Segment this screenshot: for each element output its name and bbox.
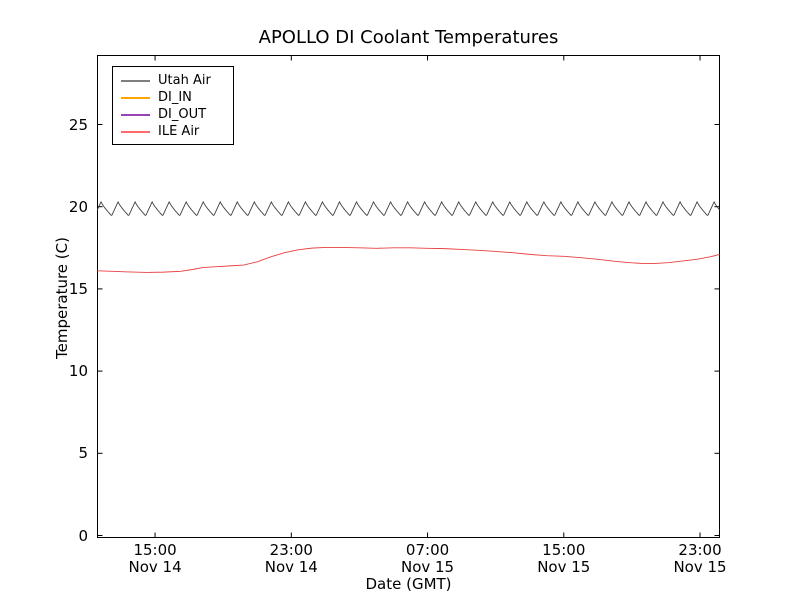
legend-line-utah-air-icon <box>121 79 150 82</box>
legend-item-di-in: DI_IN <box>113 89 233 106</box>
legend-label: DI_IN <box>158 90 192 105</box>
x-tick-time: 23:00 <box>269 541 313 559</box>
x-tick-label: 15:00 Nov 14 <box>110 542 200 576</box>
legend-item-utah-air: Utah Air <box>113 72 233 89</box>
y-tick-label: 10 <box>68 362 88 381</box>
y-tick-label: 20 <box>68 197 88 216</box>
x-tick-date: Nov 14 <box>264 558 318 576</box>
x-tick-time: 23:00 <box>678 541 722 559</box>
x-tick-label: 15:00 Nov 15 <box>519 542 609 576</box>
x-tick-time: 15:00 <box>133 541 177 559</box>
y-tick-label: 0 <box>78 526 88 545</box>
x-tick-time: 15:00 <box>542 541 586 559</box>
legend-line-ile-air-icon <box>121 130 150 133</box>
x-tick-label: 23:00 Nov 15 <box>655 542 745 576</box>
legend-item-ile-air: ILE Air <box>113 123 233 140</box>
x-tick-date: Nov 15 <box>537 558 591 576</box>
legend-label: ILE Air <box>158 124 200 139</box>
x-tick-time: 07:00 <box>405 541 450 559</box>
plot-canvas <box>97 55 720 538</box>
y-tick-label: 15 <box>68 279 88 298</box>
y-tick-label: 5 <box>78 444 88 463</box>
legend: Utah Air DI_IN DI_OUT ILE Air <box>112 66 234 145</box>
chart-title: APOLLO DI Coolant Temperatures <box>258 27 559 48</box>
legend-line-di-out-icon <box>121 113 150 116</box>
legend-item-di-out: DI_OUT <box>113 106 233 123</box>
x-tick-label: 23:00 Nov 14 <box>246 542 336 576</box>
legend-label: Utah Air <box>158 73 211 88</box>
legend-line-di-in-icon <box>121 96 150 99</box>
y-axis-label: Temperature (C) <box>53 237 71 359</box>
x-tick-date: Nov 15 <box>400 558 455 576</box>
plot-area <box>97 55 720 538</box>
y-tick-label: 25 <box>68 115 88 134</box>
x-axis-label: Date (GMT) <box>365 575 452 593</box>
legend-label: DI_OUT <box>158 107 207 122</box>
x-tick-date: Nov 15 <box>673 558 727 576</box>
x-tick-label: 07:00 Nov 15 <box>383 542 473 576</box>
x-tick-date: Nov 14 <box>128 558 182 576</box>
